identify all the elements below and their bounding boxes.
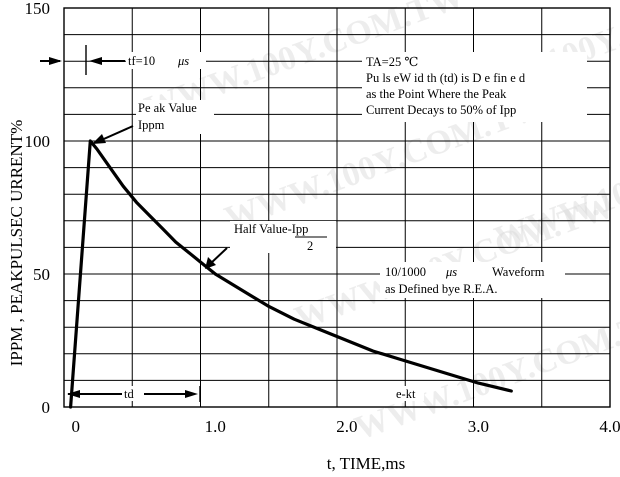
conditions-line: Current Decays to 50% of Ipp [366,103,516,117]
y-tick-label: 50 [33,265,50,284]
conditions-line: Pu ls eW id th (td) is D e fin e d [366,71,526,85]
series-line-0 [69,139,513,409]
half-value-denominator: 2 [307,239,313,253]
td-arrow-right-head [185,390,198,398]
x-tick-label: 2.0 [336,417,357,436]
ekt-label-bg [394,386,424,401]
peak-arrow-head [92,134,106,144]
waveform-bg [380,262,565,298]
x-axis-label: t, TIME,ms [327,454,406,473]
td-label-bg [122,386,144,401]
td-label: td [124,387,134,401]
ekt-label: e-kt [396,387,416,401]
tf-unit: μs [177,54,189,68]
conditions-line: TA=25 ℃ [366,55,418,69]
waveform-unit: μs [445,265,457,279]
waveform-label: 10/1000 [385,265,426,279]
tf-label-bg [126,52,206,69]
waveform-tail: Waveform [492,265,545,279]
plot-frame [63,7,611,408]
y-tick-label: 0 [42,398,51,417]
half-value-arrow [209,247,228,265]
x-tick-label: 1.0 [205,417,226,436]
conditions-bg [362,52,587,122]
series-layer [69,139,513,409]
tf-label: tf=10 [128,54,155,68]
peak-label-sub: Ippm [138,118,165,132]
y-tick-label: 100 [25,132,51,151]
half-value-label: Half Value-Ipp [234,222,308,236]
annotation-layer: tf=10 μs TA=25 ℃ Pu ls eW id th (td) is D e… [40,45,587,402]
conditions-line: as the Point Where the Peak [366,87,507,101]
tf-arrow-left-head [49,57,62,65]
td-arrow-left-head [67,390,80,398]
x-tick-label: 4.0 [599,417,620,436]
tick-labels: 0 50 100 150 0 1.0 2.0 3.0 4.0 [25,0,620,436]
y-axis-label: IPPM , PEAKPULSEC URRENT% [7,120,26,367]
defined-label: as Defined bye R.E.A. [385,282,497,296]
x-tick-label: 0 [71,417,80,436]
y-tick-label: 150 [25,0,51,18]
peak-label-bg [136,100,214,134]
x-tick-label: 3.0 [468,417,489,436]
peak-label: Pe ak Value [138,101,197,115]
tf-arrow-right-head [89,57,102,65]
